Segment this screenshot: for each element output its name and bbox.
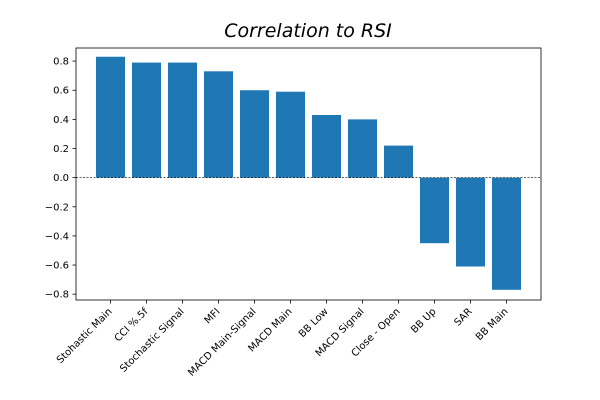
bar-11 xyxy=(492,177,521,290)
chart-title: Correlation to RSI xyxy=(224,20,392,42)
y-axis: −0.8 −0.6 −0.4 −0.2 0.0 0.2 0.4 0.6 0.8 xyxy=(45,57,76,301)
x-tick-label: Stochastic Signal xyxy=(118,306,186,374)
bar-2 xyxy=(168,62,197,178)
y-tick-label: 0.4 xyxy=(53,115,69,126)
bar-4 xyxy=(240,90,269,178)
bars-group xyxy=(96,56,521,290)
x-tick-label: BB Main xyxy=(474,306,511,343)
bar-9 xyxy=(420,177,449,244)
y-tick-label: 0.2 xyxy=(53,144,69,155)
x-tick-label: CCI %.5f xyxy=(113,306,151,344)
bar-10 xyxy=(456,177,485,267)
bar-0 xyxy=(96,56,125,178)
y-tick-label: −0.2 xyxy=(45,202,69,213)
bar-5 xyxy=(276,91,305,178)
y-tick-label: −0.8 xyxy=(45,290,69,301)
bar-8 xyxy=(384,145,413,178)
x-tick-label: BB Up xyxy=(409,306,438,335)
y-tick-label: 0.8 xyxy=(53,57,69,68)
x-tick-label: Stohastic Main xyxy=(55,306,115,366)
x-tick-label: MACD Main-Signal xyxy=(186,306,258,378)
bar-3 xyxy=(204,71,233,178)
bar-7 xyxy=(348,119,377,178)
x-tick-label: BB Low xyxy=(297,306,331,340)
x-tick-label: MFI xyxy=(203,306,223,326)
plot-frame xyxy=(75,47,542,301)
x-tick-label: SAR xyxy=(452,306,474,328)
bar-6 xyxy=(312,115,341,178)
y-tick-label: −0.4 xyxy=(45,231,69,242)
y-tick-label: 0.6 xyxy=(53,86,69,97)
y-tick-label: −0.6 xyxy=(45,261,69,272)
y-tick-label: 0.0 xyxy=(53,173,69,184)
bar-1 xyxy=(132,62,161,178)
